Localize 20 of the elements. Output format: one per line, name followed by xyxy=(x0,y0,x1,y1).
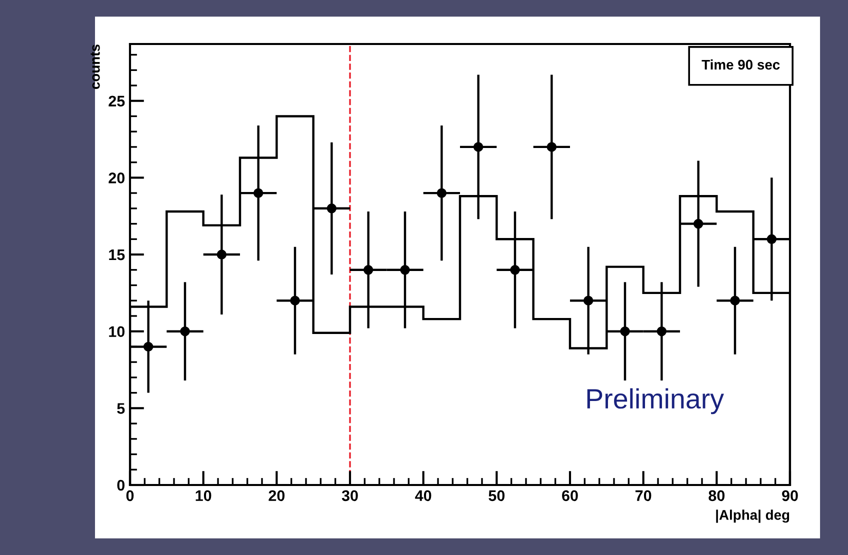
x-tick-label: 40 xyxy=(415,490,432,502)
x-tick-label: 60 xyxy=(562,490,578,502)
x-tick-label: 70 xyxy=(635,490,652,502)
y-tick-label: 5 xyxy=(117,403,125,414)
annotation: Time 90 sec xyxy=(702,59,780,70)
x-tick-label: 0 xyxy=(126,490,134,502)
x-tick-label: 20 xyxy=(268,490,285,502)
x-axis-title: |Alpha| deg xyxy=(716,510,790,523)
y-tick-label: 10 xyxy=(109,326,125,338)
x-tick-label: 30 xyxy=(342,490,358,502)
annotation: Preliminary xyxy=(587,388,724,414)
x-tick-label: 80 xyxy=(708,490,725,502)
y-tick-label: 15 xyxy=(109,250,125,260)
x-tick-label: 10 xyxy=(196,490,212,502)
x-tick-label: 50 xyxy=(488,490,505,502)
y-tick-label: 25 xyxy=(108,96,125,107)
y-tick-label: 0 xyxy=(117,480,125,491)
y-axis-title: counts xyxy=(90,44,100,89)
y-tick-label: 20 xyxy=(108,172,125,184)
x-tick-label: 90 xyxy=(782,490,798,502)
